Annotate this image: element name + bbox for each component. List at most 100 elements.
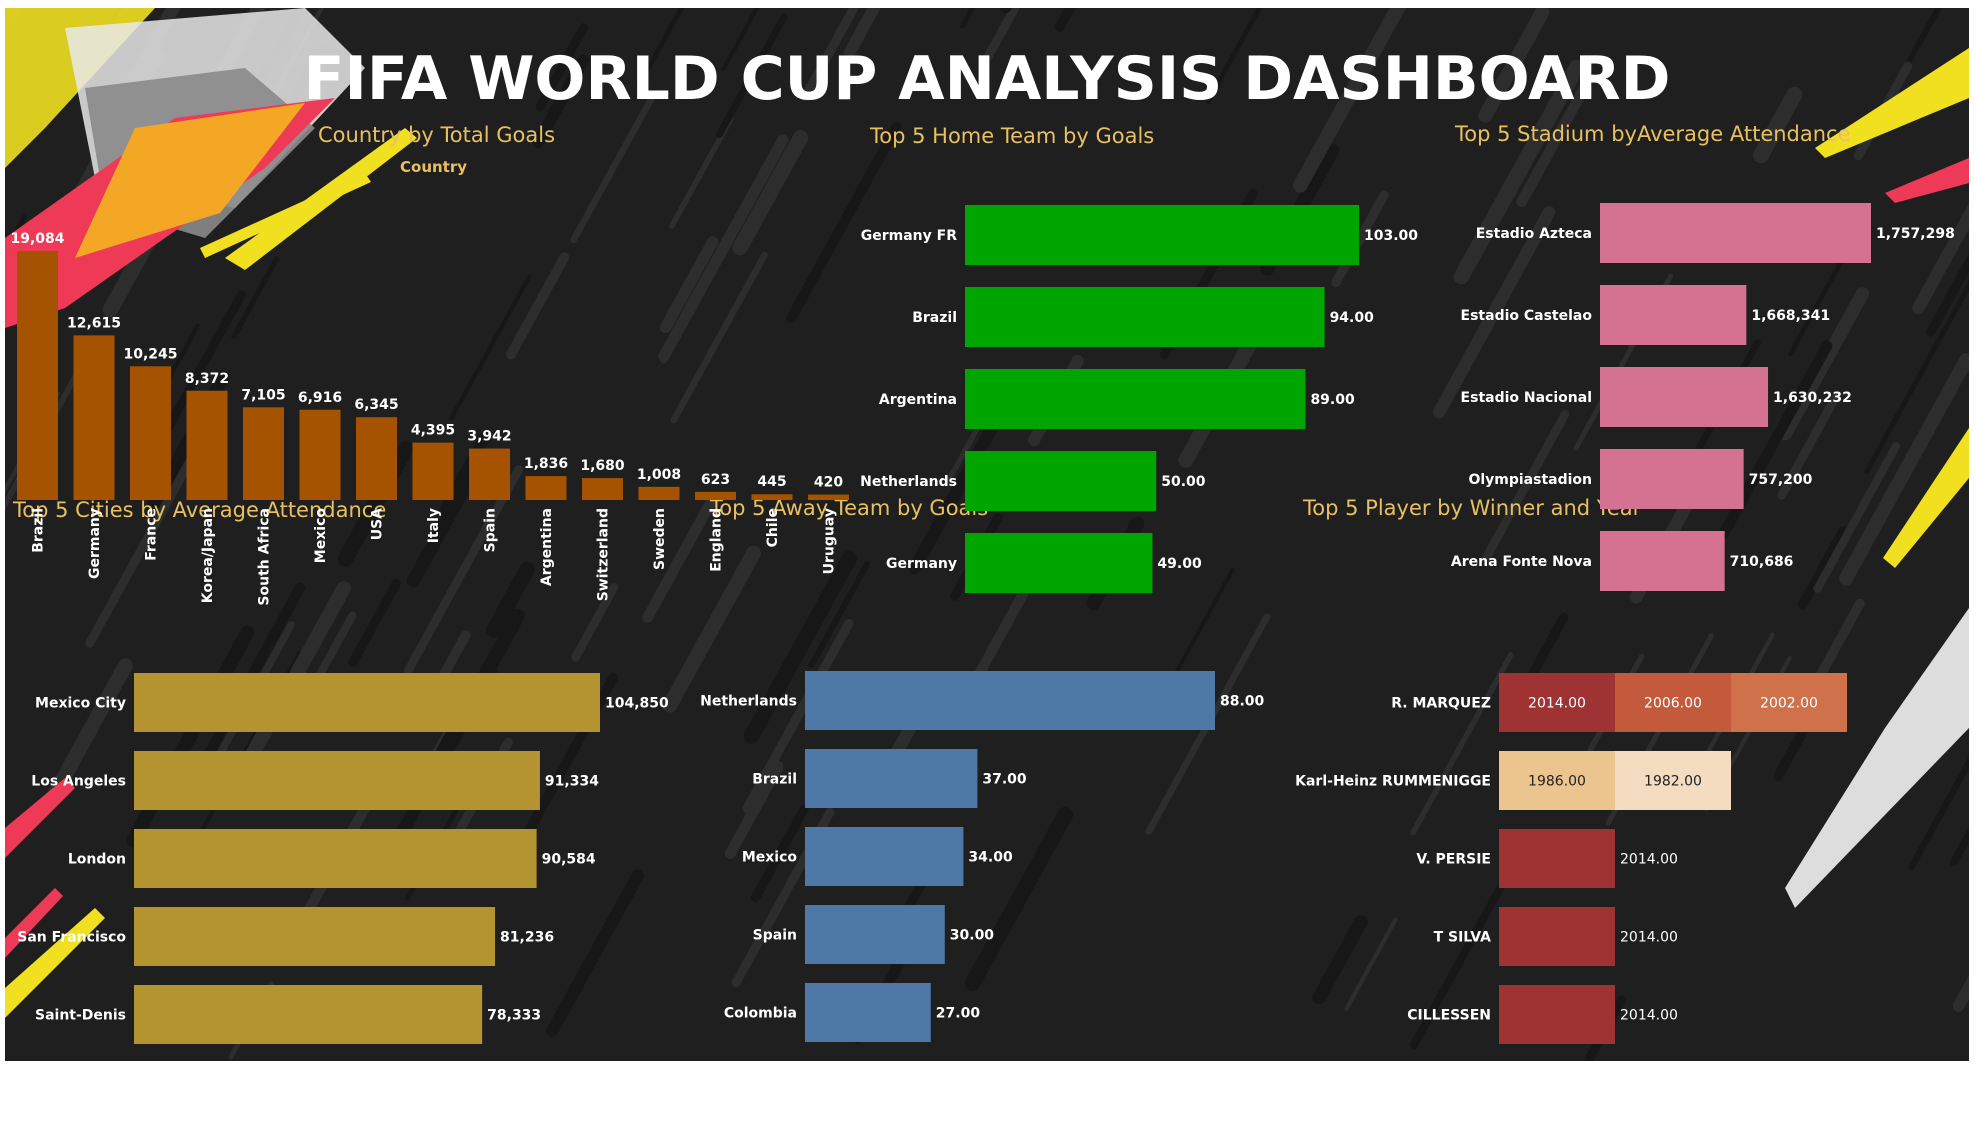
cities-bar [134, 751, 540, 810]
away-team-category-label: Netherlands [700, 694, 797, 710]
country-goals-category-label: South Africa [257, 508, 273, 606]
background-streak [1797, 526, 1849, 610]
away-team-bar [805, 905, 945, 964]
charts-layer: 19,084 Brazil 12,615 Germany 10,245 France 8,3… [10, 203, 1955, 1044]
player-year-cell [1615, 751, 1731, 810]
country-goals-bar [73, 335, 115, 500]
background-streak [743, 550, 858, 744]
stadium-value-label: 710,686 [1730, 554, 1794, 570]
stadium-value-label: 1,757,298 [1876, 226, 1955, 242]
country-goals-bar [299, 409, 341, 500]
background-streak [1331, 190, 1389, 288]
player-year-cell [1615, 673, 1731, 732]
home-team-bar [965, 287, 1325, 347]
cities-value-label: 91,334 [545, 774, 599, 790]
away-team-value-label: 27.00 [936, 1006, 981, 1022]
deco-yellow-right-2 [1883, 428, 1969, 568]
country-goals-category-label: Switzerland [596, 508, 612, 601]
background-streak [843, 8, 881, 59]
country-goals-category-label: France [144, 508, 160, 561]
country-goals-category-label: Chile [765, 508, 781, 547]
cities-category-label: Mexico City [35, 696, 126, 712]
background-streak [535, 23, 588, 111]
background-streak [1777, 393, 1840, 500]
background-streak [1409, 883, 1505, 1050]
background-streak [406, 461, 483, 588]
country-goals-bar [525, 476, 567, 500]
home-team-bar [965, 533, 1153, 593]
country-goals-category-label: Spain [483, 508, 499, 552]
country-goals-value-label: 1,008 [637, 467, 681, 483]
away-team-value-label: 37.00 [982, 772, 1027, 788]
dashboard: FIFA WORLD CUP ANALYSIS DASHBOARD Countr… [5, 8, 1969, 1061]
background-streak [1902, 8, 1942, 71]
player-year-cell [1499, 751, 1615, 810]
background-streak [960, 8, 976, 29]
background-streak [1908, 755, 1969, 871]
away-team-bar [805, 983, 931, 1042]
player-year-label: 2014.00 [1620, 930, 1678, 946]
away-team-value-label: 34.00 [968, 850, 1013, 866]
background-streak [732, 130, 809, 256]
background-streak [532, 54, 590, 149]
background-streak [659, 236, 719, 334]
cities-value-label: 90,584 [542, 852, 596, 868]
background-streak [1926, 252, 1969, 337]
stadium-category-label: Estadio Castelao [1461, 308, 1593, 324]
stadium-bar [1600, 531, 1725, 591]
background-streak [231, 255, 280, 340]
background-streak [1864, 280, 1969, 475]
country-goals-value-label: 4,395 [411, 423, 455, 439]
background-streak [1813, 442, 1901, 593]
deco-red-left-2 [5, 888, 63, 958]
background-streak [44, 658, 133, 806]
country-goals-category-label: England [709, 508, 725, 572]
background-streak [786, 122, 902, 323]
background-streak [546, 869, 644, 1037]
stadium-bar [1600, 203, 1871, 263]
player-name-label: T SILVA [1434, 930, 1492, 946]
home-team-value-label: 94.00 [1330, 310, 1375, 326]
background-streak [449, 274, 532, 421]
deco-yellow-right [1815, 48, 1969, 158]
player-name-label: CILLESSEN [1407, 1008, 1491, 1024]
background-streak [808, 561, 870, 669]
dashboard-title: FIFA WORLD CUP ANALYSIS DASHBOARD [303, 44, 1671, 114]
stadium-value-label: 1,668,341 [1751, 308, 1830, 324]
country-goals-category-label: Mexico [313, 508, 329, 564]
country-goals-value-label: 19,084 [10, 231, 64, 247]
cities-value-label: 81,236 [500, 930, 554, 946]
home-team-bar [965, 369, 1306, 429]
deco-orange-shape [75, 103, 305, 258]
stadium-bar [1600, 367, 1769, 427]
stadium-bar [1600, 285, 1747, 345]
background-streak [670, 251, 768, 424]
away-team-category-label: Colombia [724, 1006, 797, 1022]
background-streak [983, 8, 1020, 61]
player-year-label: 2006.00 [1644, 696, 1702, 712]
player-year-cell [1499, 829, 1615, 888]
deco-yellow-left [5, 908, 105, 1018]
background-streak [486, 561, 535, 638]
background-streak [964, 806, 1074, 991]
player-year-cell [1731, 673, 1847, 732]
background-streak [85, 444, 202, 648]
background-streak [1912, 203, 1969, 315]
home-team-value-label: 49.00 [1157, 556, 1202, 572]
player-year-cell [1499, 985, 1615, 1044]
background-streak [1453, 59, 1585, 285]
cities-category-label: Los Angeles [31, 774, 126, 790]
background-streak [1516, 81, 1591, 208]
home-team-category-label: Argentina [879, 392, 957, 408]
stadium-value-label: 757,200 [1749, 472, 1813, 488]
background-streak [348, 578, 401, 668]
player-name-label: R. MARQUEZ [1391, 696, 1491, 712]
player-year-label: 1982.00 [1644, 774, 1702, 790]
country-goals-category-label: Germany [87, 508, 103, 579]
country-goals-value-label: 1,836 [524, 456, 568, 472]
country-goals-value-label: 6,916 [298, 390, 342, 406]
home-team-bar [965, 205, 1359, 265]
home-team-value-label: 89.00 [1310, 392, 1355, 408]
country-goals-bar [186, 390, 228, 500]
country-column-header: Country [400, 158, 468, 176]
